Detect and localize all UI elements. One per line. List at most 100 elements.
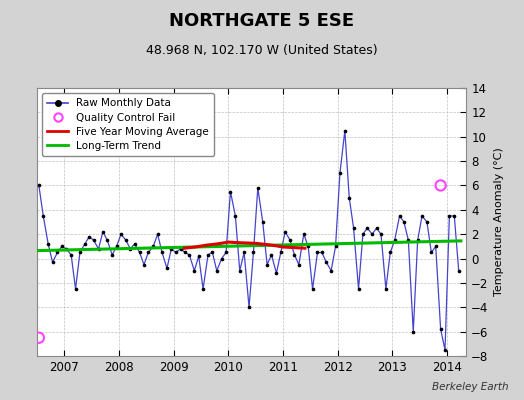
Point xyxy=(294,262,303,268)
Point xyxy=(154,231,162,237)
Point xyxy=(85,234,93,240)
Point xyxy=(48,259,57,266)
Y-axis label: Temperature Anomaly (°C): Temperature Anomaly (°C) xyxy=(494,148,504,296)
Point xyxy=(267,252,276,258)
Point xyxy=(208,249,216,256)
Point xyxy=(99,228,107,235)
Point xyxy=(213,268,221,274)
Point xyxy=(404,237,412,244)
Point xyxy=(103,237,112,244)
Point xyxy=(377,231,385,237)
Point xyxy=(185,252,193,258)
Point xyxy=(331,243,340,250)
Point xyxy=(117,231,125,237)
Point xyxy=(76,249,84,256)
Point xyxy=(263,262,271,268)
Point xyxy=(90,237,98,244)
Point xyxy=(368,231,376,237)
Point xyxy=(126,246,135,252)
Point xyxy=(122,237,130,244)
Point xyxy=(177,246,185,252)
Point xyxy=(194,253,203,259)
Point xyxy=(286,237,294,244)
Text: NORTHGATE 5 ESE: NORTHGATE 5 ESE xyxy=(169,12,355,30)
Point xyxy=(308,286,316,292)
Point xyxy=(204,252,212,258)
Point xyxy=(163,265,171,272)
Point xyxy=(39,213,48,219)
Point xyxy=(236,268,244,274)
Point xyxy=(318,249,326,256)
Point xyxy=(341,128,349,134)
Point xyxy=(81,241,89,247)
Point xyxy=(441,347,449,353)
Point xyxy=(386,249,395,256)
Point xyxy=(450,213,458,219)
Point xyxy=(304,243,312,250)
Point xyxy=(354,286,363,292)
Point xyxy=(427,249,435,256)
Point xyxy=(167,246,176,252)
Point xyxy=(313,249,322,256)
Point xyxy=(363,225,372,231)
Point xyxy=(62,246,70,252)
Point xyxy=(44,241,52,247)
Point xyxy=(277,249,285,256)
Point xyxy=(181,249,189,256)
Point xyxy=(390,237,399,244)
Point xyxy=(423,219,431,225)
Point xyxy=(240,249,248,256)
Point xyxy=(345,194,353,201)
Point xyxy=(113,243,121,250)
Legend: Raw Monthly Data, Quality Control Fail, Five Year Moving Average, Long-Term Tren: Raw Monthly Data, Quality Control Fail, … xyxy=(42,93,214,156)
Point xyxy=(300,231,308,237)
Point xyxy=(199,286,208,292)
Point xyxy=(245,304,253,310)
Point xyxy=(290,252,299,258)
Point xyxy=(381,286,390,292)
Point xyxy=(94,246,103,252)
Point xyxy=(327,268,335,274)
Point xyxy=(436,182,445,189)
Point xyxy=(413,237,422,244)
Point xyxy=(281,228,289,235)
Point xyxy=(336,170,344,176)
Text: 48.968 N, 102.170 W (United States): 48.968 N, 102.170 W (United States) xyxy=(146,44,378,57)
Point xyxy=(436,326,445,332)
Point xyxy=(373,225,381,231)
Point xyxy=(144,249,152,256)
Point xyxy=(432,243,440,250)
Point xyxy=(158,249,166,256)
Point xyxy=(409,328,418,335)
Point xyxy=(418,213,426,219)
Point xyxy=(445,213,454,219)
Text: Berkeley Earth: Berkeley Earth xyxy=(432,382,508,392)
Point xyxy=(400,219,408,225)
Point xyxy=(272,270,281,276)
Point xyxy=(171,249,180,256)
Point xyxy=(350,225,358,231)
Point xyxy=(226,188,235,195)
Point xyxy=(35,334,43,341)
Point xyxy=(67,252,75,258)
Point xyxy=(149,243,157,250)
Point xyxy=(396,213,404,219)
Point xyxy=(140,262,148,268)
Point xyxy=(454,268,463,274)
Point xyxy=(249,249,258,256)
Point xyxy=(71,286,80,292)
Point xyxy=(222,249,230,256)
Point xyxy=(108,252,116,258)
Point xyxy=(322,259,331,266)
Point xyxy=(135,249,144,256)
Point xyxy=(258,219,267,225)
Point xyxy=(58,243,66,250)
Point xyxy=(254,185,262,191)
Point xyxy=(53,249,62,256)
Point xyxy=(359,231,367,237)
Point xyxy=(231,213,239,219)
Point xyxy=(35,182,43,189)
Point xyxy=(190,268,199,274)
Point xyxy=(130,241,139,247)
Point xyxy=(217,255,226,262)
